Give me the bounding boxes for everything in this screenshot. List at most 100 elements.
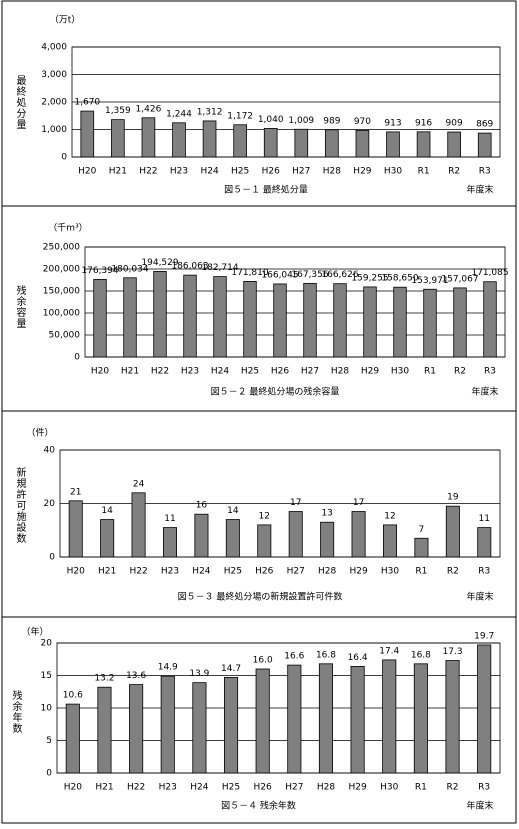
- data-label: 17: [290, 498, 301, 508]
- x-tick-label: H25: [222, 783, 240, 793]
- x-tick-label: H30: [381, 567, 399, 577]
- y-tick-label: 250,000: [43, 243, 80, 253]
- data-label: 1,009: [288, 116, 314, 126]
- data-label: 14: [227, 506, 239, 516]
- bar: [423, 288, 437, 358]
- x-tick-label: H23: [161, 567, 179, 577]
- y-axis-label: 残余容量: [14, 284, 26, 329]
- bar: [202, 120, 217, 158]
- data-label: 12: [259, 511, 270, 521]
- bar: [129, 684, 144, 774]
- unit-label: （千m³）: [48, 223, 87, 234]
- x-tick-label: H22: [139, 167, 157, 177]
- x-tick-label: H24: [200, 167, 218, 177]
- data-label: 176,394: [81, 266, 118, 276]
- y-tick-label: 50,000: [49, 331, 81, 341]
- data-label: 13.9: [189, 669, 209, 679]
- caption: 図５－２ 最終処分場の残余容量: [211, 386, 340, 398]
- data-label: 1,040: [258, 115, 284, 125]
- bar: [416, 131, 431, 158]
- x-tick-label: H25: [231, 167, 249, 177]
- bar: [153, 271, 167, 358]
- x-tick-label: H20: [91, 367, 109, 377]
- x-tick-label: R3: [479, 167, 491, 177]
- bar: [65, 703, 80, 774]
- x-tick-label: H21: [109, 167, 127, 177]
- bar: [350, 666, 365, 774]
- x-tick-label: H23: [170, 167, 188, 177]
- data-label: 171,085: [471, 268, 508, 278]
- x-tick-label: H22: [129, 567, 147, 577]
- x-tick-label: H23: [159, 783, 177, 793]
- bar: [123, 277, 137, 358]
- y-tick-label: 15: [41, 671, 52, 681]
- x-tick-label: R1: [415, 783, 427, 793]
- x-tick-label: H29: [353, 167, 371, 177]
- bar: [93, 278, 107, 358]
- data-label: 17.3: [443, 647, 463, 657]
- bar: [320, 521, 335, 558]
- y-tick-label: 10: [41, 704, 53, 714]
- y-tick-label: 0: [49, 553, 55, 563]
- x-tick-label: H20: [64, 783, 82, 793]
- x-tick-label: H27: [301, 367, 319, 377]
- y-axis-label: 新規許可施設数: [14, 466, 26, 544]
- bar: [223, 677, 239, 774]
- data-label: 1,244: [166, 109, 192, 119]
- bar: [477, 527, 492, 558]
- data-label: 16.4: [348, 653, 368, 663]
- bar: [382, 524, 397, 558]
- caption: 図５－１ 最終処分量: [224, 184, 308, 196]
- y-axis-label: 最終処分量: [14, 75, 26, 130]
- x-tick-label: H27: [285, 783, 303, 793]
- x-tick-label: R2: [447, 783, 459, 793]
- x-tick-label: H26: [255, 567, 273, 577]
- bar: [100, 519, 115, 558]
- x-tick-label: H21: [98, 567, 116, 577]
- data-label: 869: [476, 120, 493, 130]
- bar: [363, 286, 377, 358]
- data-label: 157,067: [441, 274, 478, 284]
- bar: [213, 276, 227, 358]
- bar: [303, 282, 317, 358]
- bar: [233, 124, 247, 158]
- x-tick-label: H25: [224, 567, 242, 577]
- bar: [447, 131, 461, 158]
- x-tick-label: H30: [384, 167, 402, 177]
- y-axis-label: 残余年数: [10, 689, 22, 734]
- unit-label: （件）: [26, 427, 53, 439]
- bar: [355, 129, 370, 158]
- x-axis-label: 年度末: [466, 184, 493, 196]
- bar: [382, 659, 397, 774]
- y-tick-label: 1,000: [41, 125, 67, 135]
- y-tick-label: 4,000: [41, 43, 67, 53]
- data-label: 180,034: [111, 264, 148, 274]
- x-tick-label: H30: [391, 367, 409, 377]
- bar: [225, 519, 240, 558]
- x-tick-label: H24: [211, 367, 229, 377]
- x-tick-label: R2: [454, 367, 466, 377]
- x-tick-label: R3: [478, 783, 490, 793]
- bar: [162, 527, 177, 558]
- bar: [288, 511, 303, 558]
- data-label: 11: [479, 514, 490, 524]
- x-tick-label: H26: [262, 167, 280, 177]
- data-label: 7: [419, 525, 425, 535]
- y-tick-label: 2,000: [41, 98, 67, 108]
- bar: [172, 122, 186, 158]
- bar: [414, 537, 429, 558]
- data-label: 14: [101, 506, 113, 516]
- x-tick-label: H26: [254, 783, 272, 793]
- bar: [263, 127, 278, 158]
- data-label: 989: [323, 116, 340, 126]
- data-label: 13.6: [126, 671, 146, 681]
- bar: [97, 686, 112, 774]
- data-label: 19: [447, 493, 459, 503]
- x-tick-label: H23: [181, 367, 199, 377]
- x-tick-label: H24: [190, 783, 208, 793]
- x-tick-label: R2: [448, 167, 460, 177]
- data-label: 166,045: [261, 270, 298, 280]
- data-label: 1,312: [197, 107, 223, 117]
- data-label: 970: [354, 117, 371, 127]
